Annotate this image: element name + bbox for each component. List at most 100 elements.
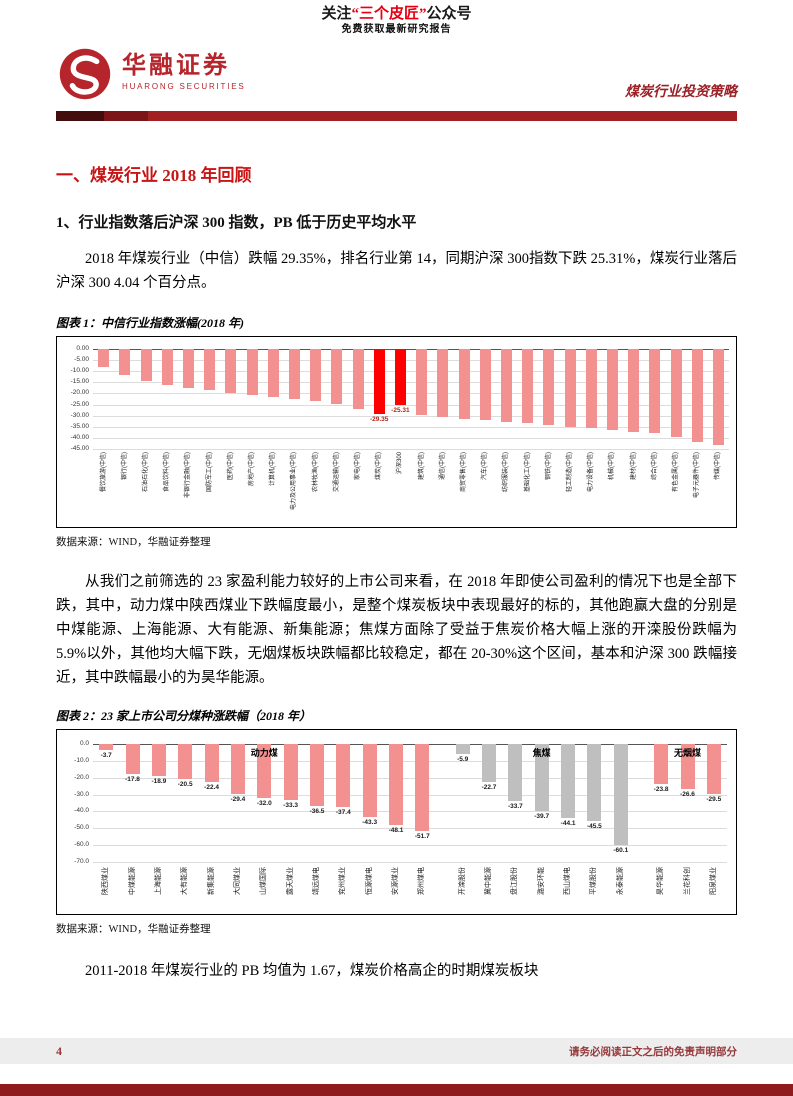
bar-value-label: -22.4	[204, 783, 219, 791]
y-axis-tick-label: -40.0	[74, 807, 89, 815]
chart-bar	[362, 744, 377, 817]
subsection-heading: 1、行业指数落后沪深 300 指数，PB 低于历史平均水平	[56, 215, 417, 231]
gridline	[93, 828, 727, 830]
chart-bar	[712, 349, 724, 446]
y-axis-tick-label: -35.00	[70, 422, 89, 430]
bar-value-label: -43.3	[362, 819, 378, 826]
x-axis-category-label: 商贸零售(中信)	[461, 452, 467, 492]
gridline	[93, 794, 727, 796]
chart-bar	[415, 744, 430, 832]
x-axis-category-label: 计算机(中信)	[270, 452, 277, 486]
banner-line2: 免费获取最新研究报告	[341, 24, 452, 35]
chart-bar	[606, 349, 618, 430]
chart-bar	[352, 349, 364, 409]
x-axis-category-label: 中煤能源	[128, 867, 136, 895]
brand-name-en: HUARONG SECURITIES	[122, 82, 246, 91]
x-axis-category-label: 昊华能源	[657, 867, 665, 895]
gridline	[93, 449, 729, 450]
gridline	[93, 760, 727, 762]
x-axis-category-label: 上海能源	[154, 867, 162, 895]
y-axis-tick-label: -20.0	[74, 773, 89, 781]
chart-bar	[373, 349, 385, 415]
y-axis-tick-label: -40.00	[70, 433, 89, 441]
x-axis-category-label: 通信(中信)	[439, 452, 446, 480]
chart-bar	[257, 744, 272, 798]
x-axis-category-label: 银行(中信)	[121, 452, 128, 480]
chart-bar	[230, 744, 245, 794]
bar-value-label: -25.31	[391, 407, 410, 415]
y-axis-tick-label: -15.00	[70, 378, 89, 386]
top-watermark-banner: 关注“三个皮匠”公众号 免费获取最新研究报告	[0, 0, 793, 37]
x-axis-category-label: 餐饮旅游(中信)	[100, 452, 107, 492]
x-axis-category-label: 纺织服装(中信)	[503, 452, 510, 492]
y-axis-tick-label: -10.0	[74, 756, 89, 764]
chart-bar	[310, 349, 322, 402]
x-axis-category-label: 平煤股份	[590, 867, 598, 895]
chart-bar	[283, 744, 298, 801]
chart-bar	[161, 349, 173, 385]
x-axis-category-label: 食品饮料(中信)	[164, 452, 171, 492]
chart-bar	[561, 744, 576, 819]
bar-value-label: -23.8	[653, 786, 669, 794]
chart-bar	[482, 744, 496, 783]
bar-value-label: -39.7	[534, 812, 550, 820]
x-axis-category-label: 郑州煤电	[418, 867, 426, 895]
x-axis-category-label: 建材(中信)	[630, 452, 637, 480]
x-axis-category-label: 国防军工(中信)	[206, 452, 213, 492]
gridline	[93, 404, 729, 406]
bar-value-label: -29.4	[230, 795, 246, 803]
bar-value-label: -44.1	[560, 820, 576, 828]
y-axis-tick-label: -30.00	[70, 411, 89, 419]
chart-bar	[204, 349, 216, 391]
chart-bar	[178, 744, 193, 779]
chart-bar	[500, 349, 512, 422]
bar-value-label: -36.5	[309, 807, 325, 815]
chart-bar	[458, 349, 470, 419]
huarong-logo-icon	[59, 48, 111, 100]
gridline	[93, 393, 729, 395]
chart-bar	[140, 349, 152, 381]
banner-brand: “三个皮匠”	[351, 6, 427, 22]
figure2-title: 图表 2：23 家上市公司分煤种涨跌幅（2018 年）	[56, 709, 312, 723]
x-axis-category-label: 沪深300	[397, 452, 404, 475]
bar-value-label: -32.0	[256, 799, 272, 807]
x-axis-category-label: 机械(中信)	[609, 452, 616, 480]
section-heading: 一、煤炭行业 2018 年回顾	[56, 166, 252, 185]
chart-bar	[336, 744, 351, 807]
x-axis-category-label: 山煤国际	[260, 867, 268, 895]
bar-value-label: -29.5	[706, 795, 722, 803]
chart-bar	[389, 744, 403, 826]
bar-value-label: -22.7	[481, 784, 497, 792]
y-axis-tick-label: -30.0	[74, 790, 89, 798]
footer-disclaimer: 请务必阅读正文之后的免责声明部分	[569, 1046, 737, 1058]
gridline	[93, 415, 729, 417]
bar-value-label: -17.8	[125, 776, 140, 783]
bar-value-label: -37.4	[335, 809, 351, 816]
x-axis-category-label: 家电(中信)	[355, 452, 361, 480]
report-series-title: 煤炭行业投资策略	[625, 85, 737, 100]
bar-value-label: -51.7	[414, 833, 430, 841]
x-axis-category-label: 恒源煤电	[365, 867, 373, 895]
chart-bar	[680, 744, 695, 789]
figure2-source: 数据来源：WIND，华融证券整理	[56, 924, 211, 935]
y-axis-tick-label: -70.0	[74, 858, 89, 865]
bar-value-label: -33.3	[283, 802, 298, 810]
x-axis-category-label: 潞安环能	[537, 867, 545, 895]
gridline	[93, 862, 727, 863]
y-axis-tick-label: -10.00	[70, 367, 89, 375]
x-axis-category-label: 有色金属(中信)	[673, 452, 679, 492]
bar-value-label: -33.7	[507, 802, 523, 810]
banner-line1: 关注“三个皮匠”公众号	[0, 6, 793, 23]
chart-bar	[99, 744, 114, 751]
x-axis-category-label: 兰花科创	[683, 867, 691, 895]
bar-value-label: -5.9	[457, 755, 469, 763]
x-axis-category-label: 建筑(中信)	[418, 452, 425, 480]
x-axis-category-label: 大有能源	[181, 867, 189, 895]
banner-prefix: 关注	[321, 6, 352, 22]
x-axis-category-label: 交通运输(中信)	[333, 452, 340, 492]
x-axis-category-label: 非银行金融(中信)	[185, 452, 192, 498]
x-axis-category-label: 钢铁(中信)	[545, 452, 552, 480]
y-axis-tick-label: -50.0	[74, 824, 89, 832]
chart-bar	[225, 349, 237, 393]
bar-value-label: -18.9	[151, 777, 167, 785]
